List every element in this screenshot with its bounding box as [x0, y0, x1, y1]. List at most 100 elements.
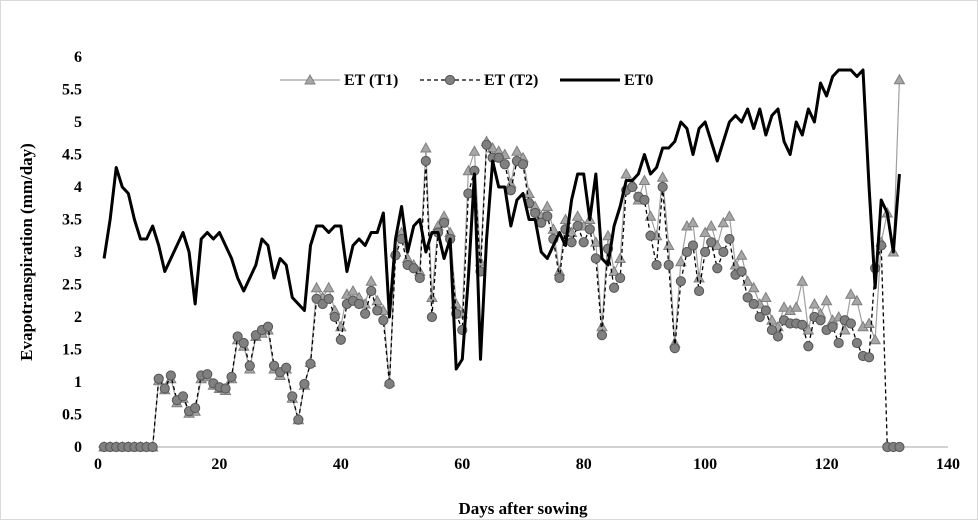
x-tick-label: 20	[211, 456, 227, 473]
series-2-point	[299, 378, 310, 390]
series-2-point	[681, 246, 693, 258]
series-2-point	[505, 185, 516, 196]
legend-label: ET0	[624, 72, 653, 89]
series-2-point	[202, 369, 213, 380]
series-3	[102, 68, 901, 371]
legend-item-2: ET (T2)	[420, 72, 538, 89]
series-1-point	[662, 239, 675, 250]
x-tick-label: 140	[936, 456, 960, 473]
series-2-point	[724, 233, 735, 245]
x-tick-label: 120	[815, 456, 839, 473]
series-2-point	[438, 217, 450, 228]
series-1-point	[656, 171, 669, 182]
series-2-point	[244, 360, 255, 371]
series-2-point	[797, 319, 808, 330]
y-tick-label: 5.5	[62, 82, 82, 99]
series-2-point	[159, 383, 170, 394]
series-1-point	[729, 258, 742, 270]
y-tick-label: 0.5	[62, 407, 82, 424]
series-1-point	[723, 210, 736, 221]
legend-swatch-marker	[304, 73, 316, 85]
series-2-point	[414, 272, 425, 284]
series-1-point	[602, 229, 614, 241]
series-2-point	[827, 321, 838, 332]
series-2-point	[627, 181, 638, 193]
series-3-line	[102, 68, 901, 371]
y-tick-label: 3.5	[62, 212, 82, 229]
series-2-point	[693, 285, 705, 297]
legend-item-1: ET (T1)	[280, 72, 398, 89]
x-tick-label: 40	[333, 456, 349, 473]
series-1-point	[747, 281, 760, 293]
y-axis-title: Evapotranspiration (mm/day)	[17, 143, 36, 361]
x-axis-title: Days after sowing	[458, 499, 588, 518]
legend-label: ET (T1)	[344, 72, 398, 89]
y-tick-label: 3	[74, 244, 82, 261]
series-2-point	[736, 266, 747, 277]
series-2-point	[851, 337, 863, 349]
series-2-point	[718, 246, 729, 258]
series-1-point	[760, 291, 772, 302]
series-2-point	[305, 358, 316, 369]
series-1-point	[693, 271, 705, 283]
y-tick-label: 5	[74, 114, 82, 131]
y-tick-label: 2.5	[62, 277, 82, 294]
series-2-point	[232, 331, 243, 342]
y-tick-label: 1	[74, 374, 82, 391]
x-tick-label: 100	[693, 456, 717, 473]
series-1-point	[614, 252, 626, 263]
series-2-point	[615, 272, 626, 284]
series-1-point	[796, 275, 809, 286]
series-2-point	[530, 207, 541, 219]
series-1-point	[310, 281, 323, 293]
series-1-point	[766, 314, 778, 325]
series-2-point	[706, 237, 717, 248]
series-1-point	[778, 301, 790, 312]
series-2-point	[190, 402, 201, 414]
series-1-point	[808, 297, 821, 309]
series-2-point	[420, 155, 431, 167]
series-2-point	[894, 441, 905, 453]
y-tick-label: 6	[74, 49, 82, 66]
y-tick-label: 2	[74, 309, 82, 326]
series-2-point	[760, 305, 771, 316]
series-2-point	[651, 259, 662, 271]
y-tick-label: 4.5	[62, 147, 82, 164]
series-2-point	[517, 159, 529, 170]
series-1-point	[638, 174, 651, 185]
series-2-point	[687, 240, 699, 251]
series-2-point	[608, 282, 620, 293]
series-1-point	[523, 187, 535, 198]
series-2-point	[712, 263, 723, 274]
series-2-point	[542, 211, 553, 222]
series-1-point	[541, 200, 554, 211]
series-1-point	[735, 249, 748, 260]
series-2-point	[590, 253, 601, 264]
series-2-point	[147, 441, 158, 453]
series-2-point	[268, 360, 280, 371]
series-2-point	[554, 272, 565, 284]
series-1-point	[511, 145, 523, 156]
series-2-point	[329, 311, 340, 323]
series-2-point	[657, 181, 668, 193]
series-2-point	[408, 263, 419, 274]
series-2-point	[863, 352, 875, 363]
legend: ET (T1) ET (T2) ET0	[280, 72, 653, 89]
series-1-point	[675, 255, 687, 267]
series-2-point	[463, 188, 474, 199]
series-2-point	[815, 315, 826, 326]
series-2-point	[323, 293, 334, 304]
series-2-point	[153, 373, 164, 384]
series-1-point	[687, 216, 699, 228]
series-1-point	[365, 275, 378, 286]
series-2-point	[669, 343, 680, 354]
series-2-point	[833, 337, 844, 349]
series-2-point	[226, 371, 237, 382]
series-2-point	[493, 152, 504, 163]
x-tick-label: 80	[576, 456, 592, 473]
series-1-point	[426, 291, 438, 302]
series-2-point	[426, 311, 438, 323]
series-1-point	[869, 333, 881, 345]
series-2-point	[281, 362, 292, 373]
series-2-point	[742, 292, 753, 303]
